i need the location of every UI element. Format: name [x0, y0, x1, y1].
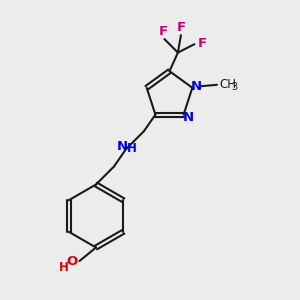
- Text: N: N: [182, 110, 194, 124]
- Text: F: F: [198, 37, 207, 50]
- Text: F: F: [158, 25, 167, 38]
- Text: 3: 3: [231, 82, 238, 92]
- Text: O: O: [66, 255, 77, 268]
- Text: N: N: [191, 80, 202, 93]
- Text: H: H: [59, 261, 69, 274]
- Text: F: F: [177, 21, 186, 34]
- Text: CH: CH: [219, 78, 236, 91]
- Text: H: H: [127, 142, 137, 155]
- Text: N: N: [117, 140, 128, 153]
